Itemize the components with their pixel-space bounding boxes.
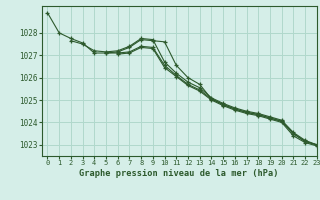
X-axis label: Graphe pression niveau de la mer (hPa): Graphe pression niveau de la mer (hPa) (79, 169, 279, 178)
